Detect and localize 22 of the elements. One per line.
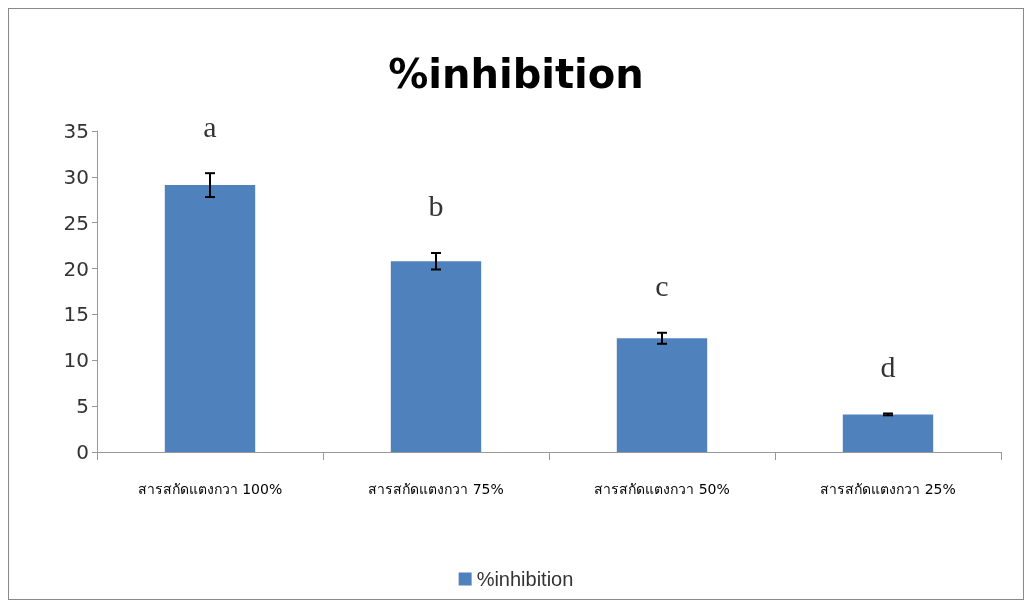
annotation: a: [203, 109, 217, 143]
bar: [390, 261, 482, 452]
y-tick-label: 35: [63, 119, 89, 143]
chart-title: %inhibition: [388, 51, 644, 97]
x-tick-label: สารสกัดแตงกวา 100%: [137, 481, 283, 497]
x-tick-label: สารสกัดแตงกวา 50%: [594, 481, 730, 497]
annotation: b: [428, 189, 444, 223]
bar: [616, 338, 708, 452]
y-tick-label: 0: [76, 440, 89, 464]
x-tick-label: สารสกัดแตงกวา 25%: [820, 481, 956, 497]
y-tick-label: 15: [63, 302, 89, 327]
y-tick-label: 30: [63, 164, 89, 189]
legend-label: %inhibition: [476, 568, 574, 590]
y-tick-label: 20: [63, 256, 89, 281]
annotation: d: [880, 349, 896, 383]
x-tick-label: สารสกัดแตงกวา 75%: [368, 481, 504, 497]
bar: [842, 414, 934, 452]
annotation: c: [655, 269, 669, 303]
bar: [164, 185, 256, 452]
y-tick-label: 5: [76, 394, 89, 419]
y-tick-label: 25: [63, 210, 89, 235]
y-tick-label: 10: [63, 348, 89, 373]
